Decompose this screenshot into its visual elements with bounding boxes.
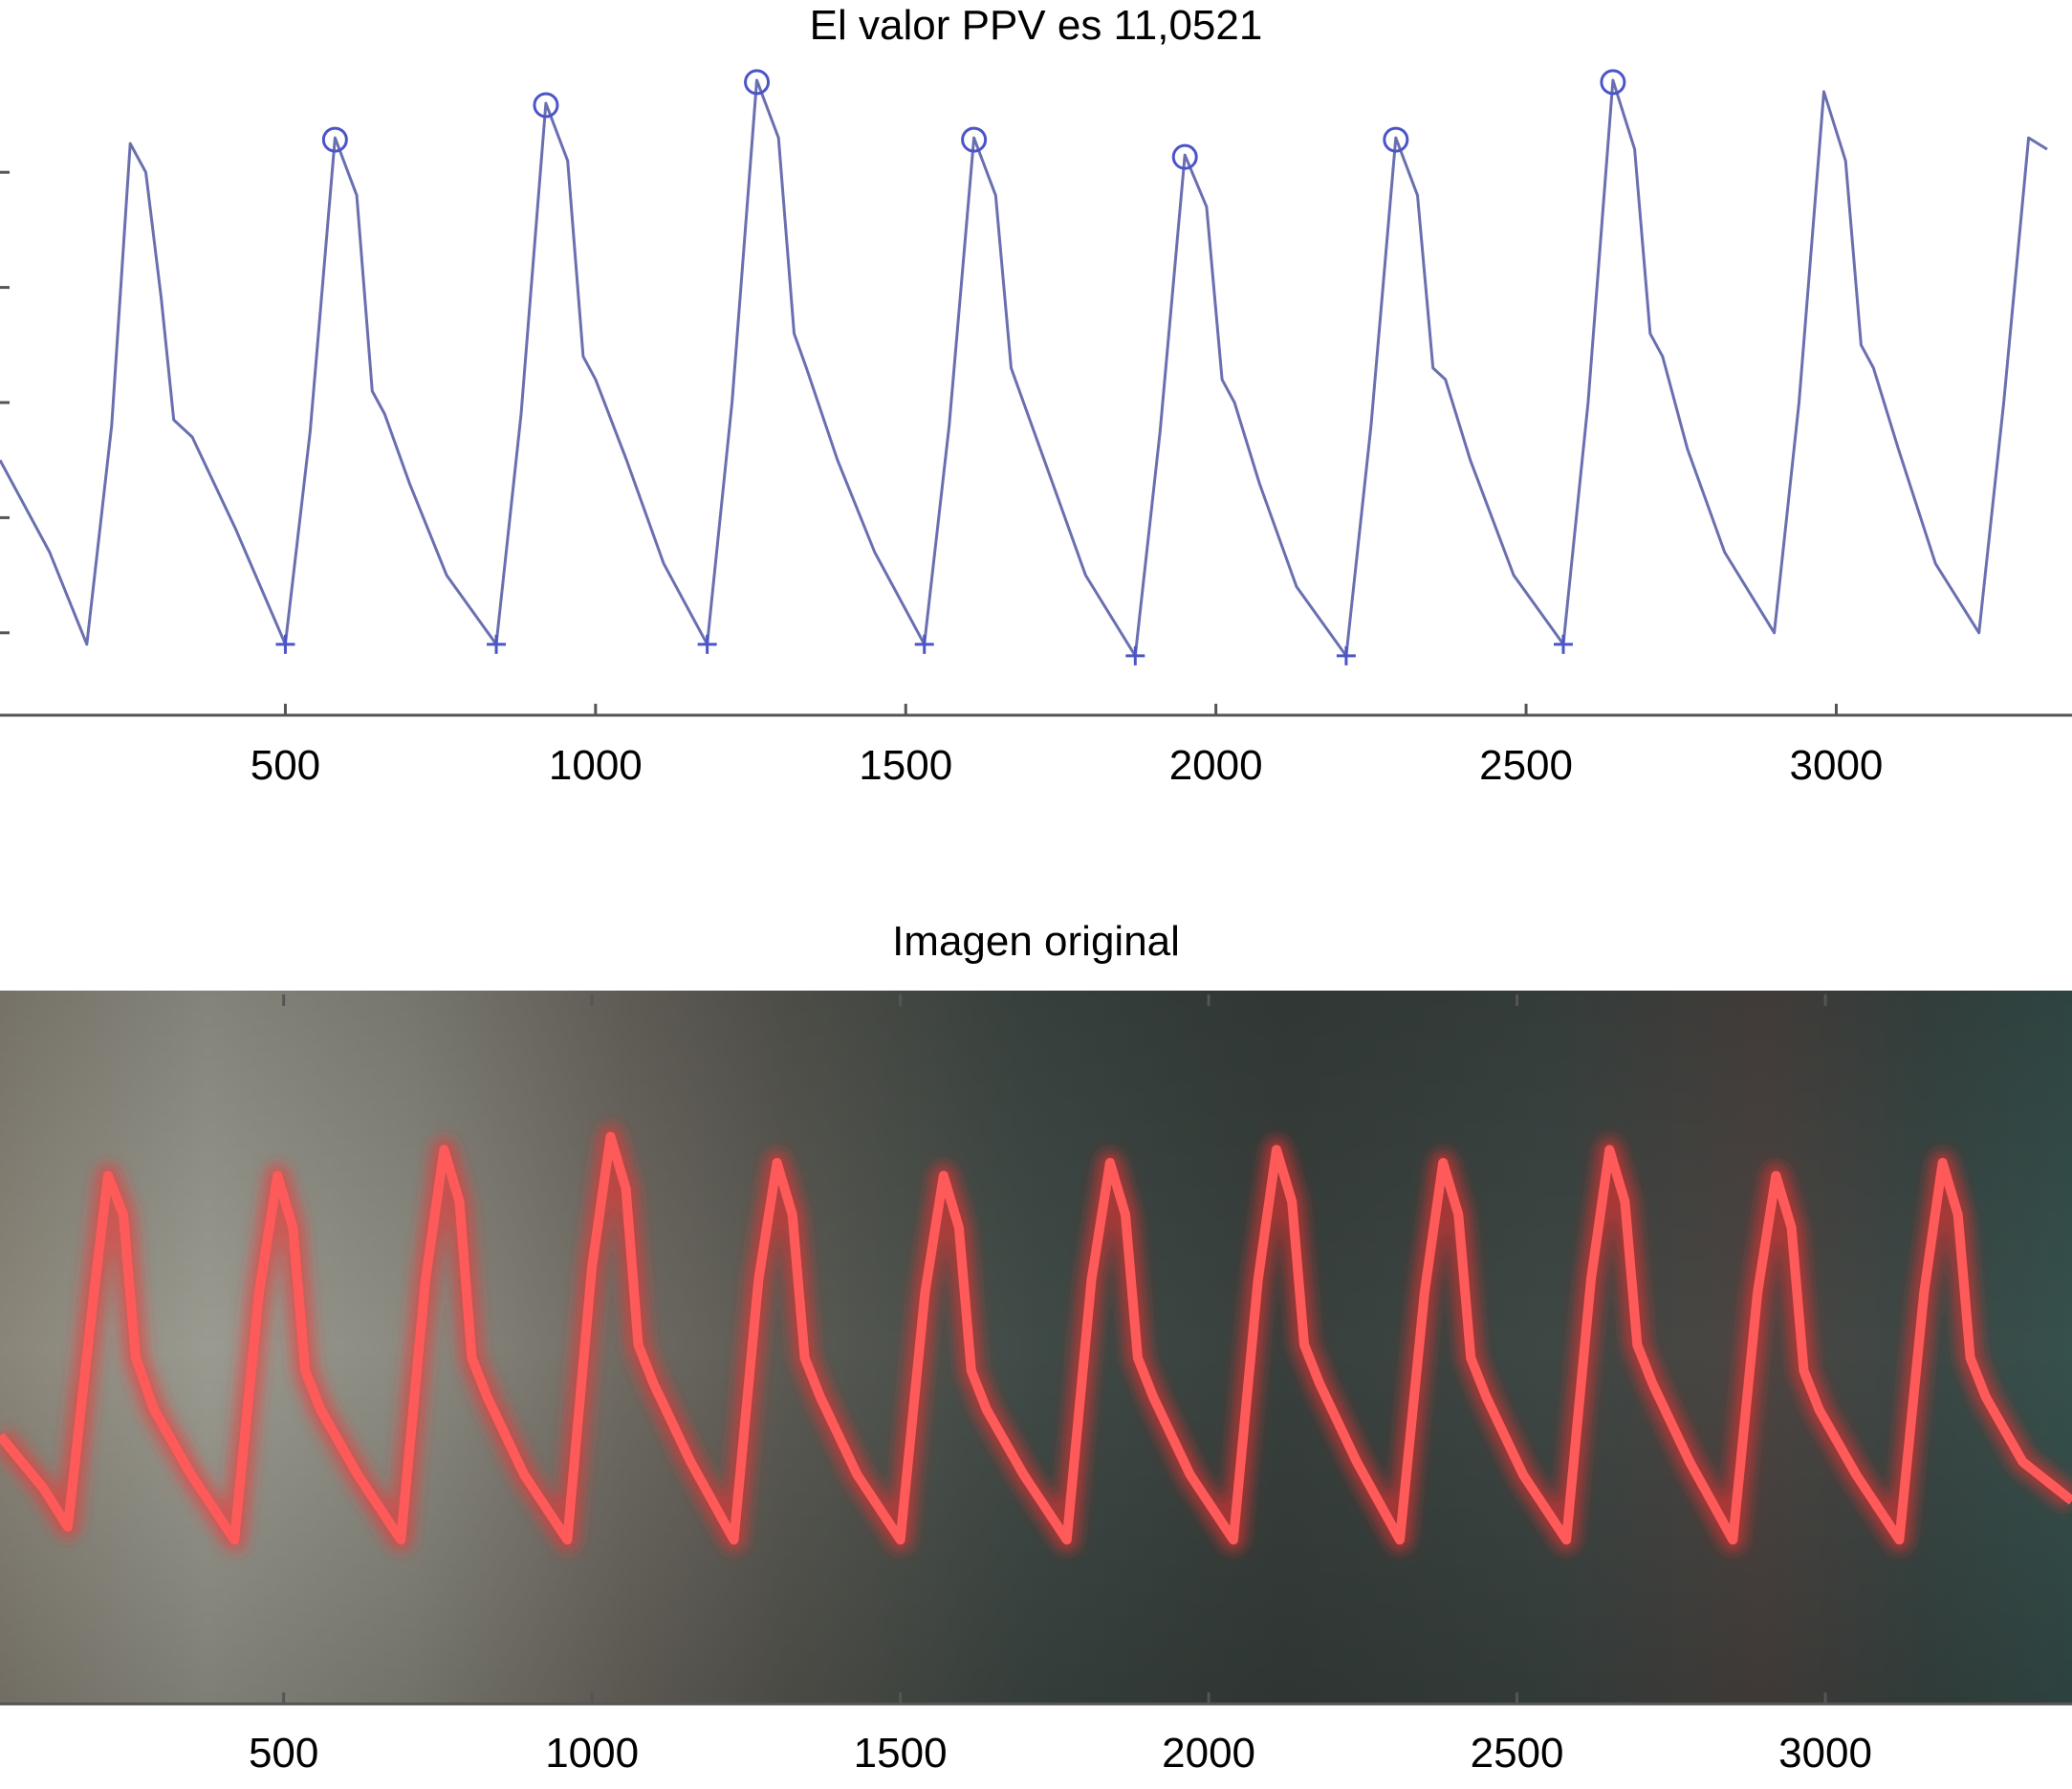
original-waveform-line (0, 1131, 2072, 1545)
x-tick-label: 1000 (549, 742, 643, 789)
peak-marker (1600, 69, 1626, 96)
top-chart-title: El valor PPV es 11,0521 (809, 2, 1263, 49)
peak-marker (961, 126, 988, 153)
x-tick-label: 2500 (1471, 1730, 1564, 1777)
x-tick-label: 2500 (1479, 742, 1573, 789)
ppv-chart-axes (0, 170, 2072, 717)
peak-marker (533, 92, 559, 119)
bottom-chart-title: Imagen original (892, 918, 1180, 965)
x-tick-label: 3000 (1790, 742, 1884, 789)
x-tick-label: 2000 (1169, 742, 1263, 789)
ppv-waveform-line (0, 78, 2048, 658)
x-tick-label: 500 (249, 1730, 318, 1777)
ppv-markers (275, 69, 1626, 665)
peak-marker (744, 69, 771, 96)
x-tick-label: 1000 (545, 1730, 639, 1777)
ppv-chart: 500 1000 1500 2000 2500 3000 (0, 69, 2072, 789)
peak-marker (1171, 143, 1198, 170)
x-tick-label: 2000 (1162, 1730, 1255, 1777)
ppv-x-ticks: 500 1000 1500 2000 2500 3000 (251, 704, 1884, 789)
x-tick-label: 3000 (1778, 1730, 1872, 1777)
x-tick-label: 500 (251, 742, 320, 789)
x-tick-label: 1500 (854, 1730, 948, 1777)
original-image-shading (0, 991, 2072, 1704)
original-image-x-ticks: 500 1000 1500 2000 2500 3000 (249, 994, 1872, 1777)
x-tick-label: 1500 (859, 742, 952, 789)
peak-marker (321, 126, 348, 153)
peak-marker (1383, 126, 1409, 153)
